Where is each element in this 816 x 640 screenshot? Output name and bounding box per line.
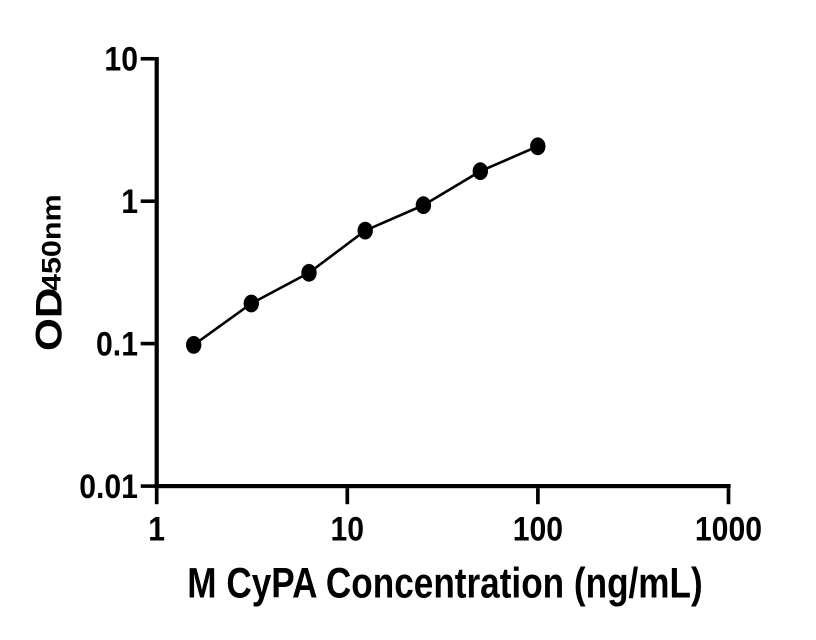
svg-text:1000: 1000 <box>695 510 762 548</box>
svg-text:0.1: 0.1 <box>96 325 138 363</box>
svg-text:10: 10 <box>331 510 365 548</box>
svg-text:1: 1 <box>148 510 165 548</box>
svg-text:10: 10 <box>104 40 138 78</box>
svg-text:1: 1 <box>121 182 138 220</box>
svg-text:100: 100 <box>513 510 563 548</box>
svg-text:0.01: 0.01 <box>79 467 138 505</box>
svg-text:M CyPA Concentration (ng/mL): M CyPA Concentration (ng/mL) <box>187 560 702 607</box>
